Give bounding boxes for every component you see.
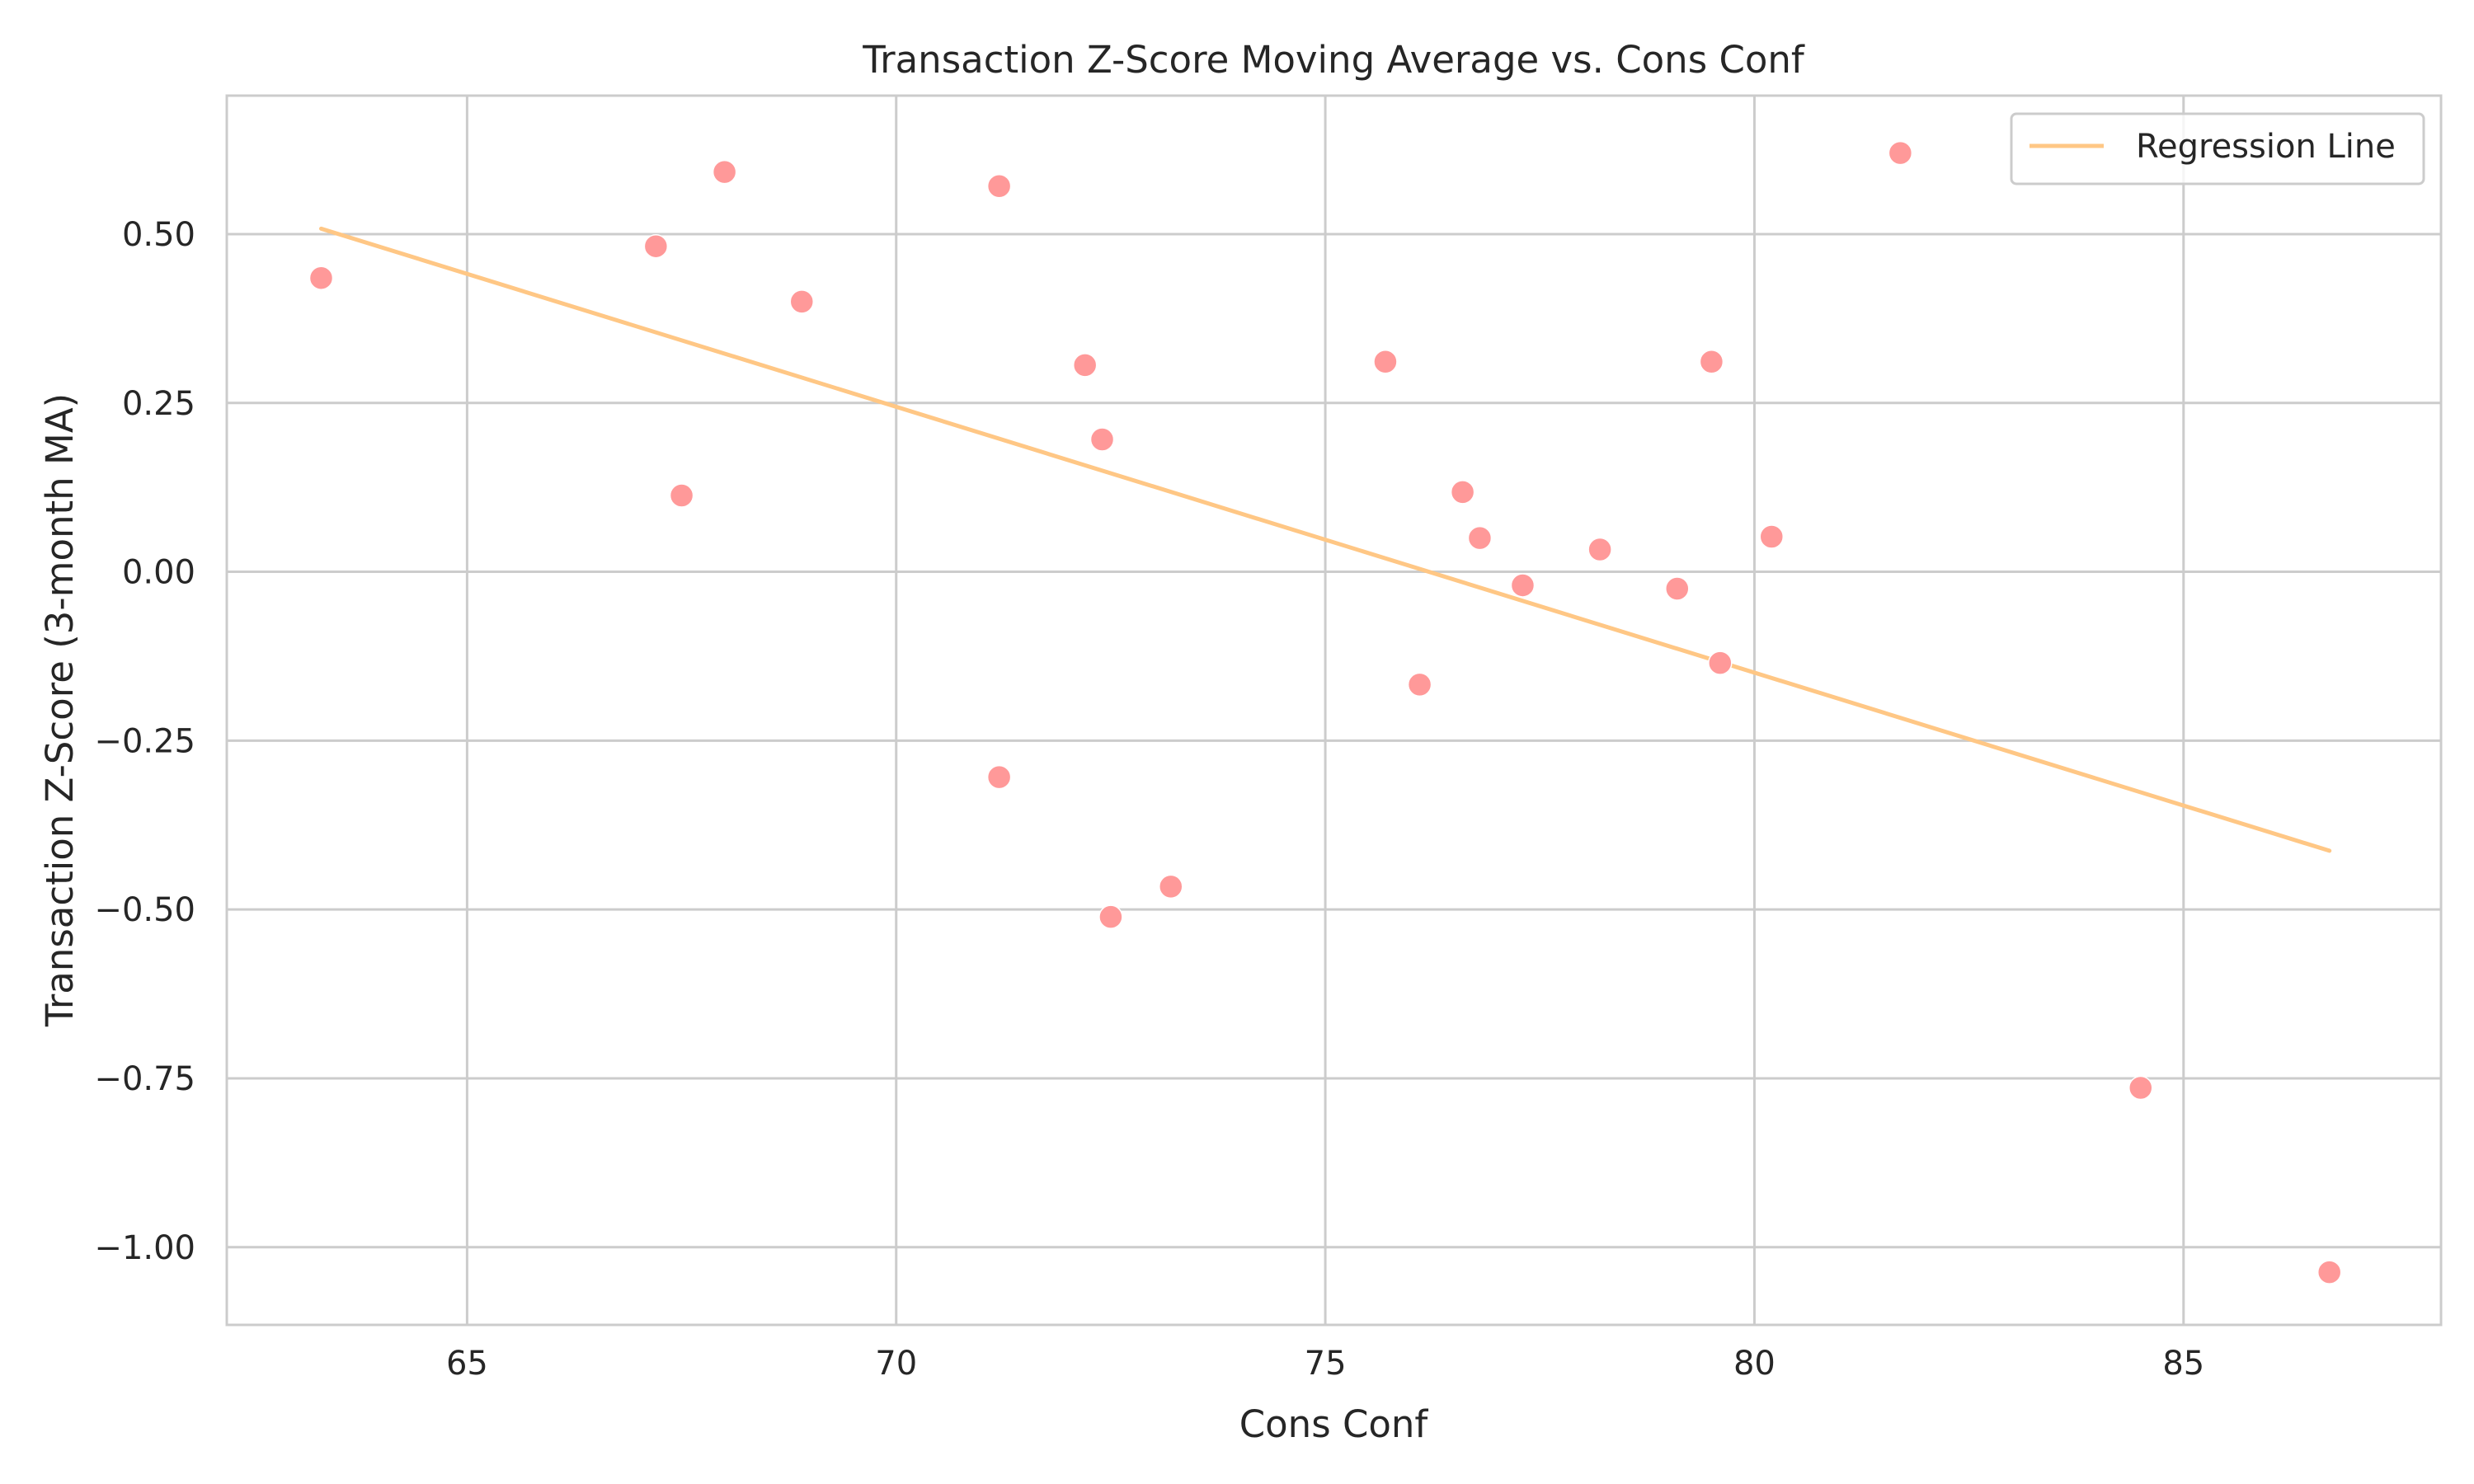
data-point bbox=[1587, 537, 1612, 562]
data-point bbox=[1467, 525, 1493, 551]
y-tick-label: −1.00 bbox=[94, 1229, 195, 1267]
data-point bbox=[986, 174, 1012, 199]
legend-label-regression: Regression Line bbox=[2136, 128, 2396, 166]
data-point bbox=[669, 483, 694, 508]
data-point bbox=[1159, 874, 1183, 899]
y-tick-label: 0.50 bbox=[122, 216, 195, 254]
data-point bbox=[1888, 140, 1913, 166]
data-point bbox=[1089, 427, 1115, 452]
x-tick-label: 70 bbox=[875, 1345, 917, 1383]
y-tick-label: 0.25 bbox=[122, 385, 195, 423]
data-point bbox=[712, 159, 737, 185]
regression-layer bbox=[318, 226, 2332, 853]
legend: Regression Line bbox=[2010, 112, 2425, 186]
data-point bbox=[1407, 672, 1432, 697]
data-point bbox=[1699, 350, 1724, 374]
data-point bbox=[1510, 573, 1536, 598]
data-point bbox=[643, 233, 669, 259]
data-point bbox=[1665, 576, 1690, 601]
data-point bbox=[308, 265, 334, 290]
chart-title: Transaction Z-Score Moving Average vs. C… bbox=[862, 38, 1805, 82]
tick-labels: 65 70 75 80 85 −1.00 −0.75 −0.50 −0.25 0.00 0.25 0.… bbox=[94, 216, 2204, 1383]
data-point bbox=[2128, 1075, 2153, 1101]
y-tick-label: 0.00 bbox=[122, 554, 195, 592]
plot-area bbox=[225, 94, 2443, 1327]
x-tick-label: 85 bbox=[2162, 1345, 2204, 1383]
data-point bbox=[2316, 1260, 2342, 1284]
regression-line bbox=[318, 226, 2332, 853]
data-point bbox=[1072, 353, 1098, 378]
grid-lines bbox=[227, 96, 2441, 1325]
x-tick-label: 80 bbox=[1733, 1345, 1776, 1383]
data-point bbox=[1759, 524, 1785, 549]
data-point bbox=[1708, 650, 1733, 675]
y-axis-label: Transaction Z-Score (3-month MA) bbox=[38, 393, 82, 1027]
data-points bbox=[308, 140, 2342, 1284]
data-point bbox=[1098, 904, 1123, 929]
legend-box bbox=[2010, 112, 2425, 186]
y-tick-label: −0.25 bbox=[94, 722, 195, 760]
y-tick-label: −0.75 bbox=[94, 1060, 195, 1098]
data-point bbox=[986, 764, 1012, 790]
x-tick-label: 65 bbox=[446, 1345, 488, 1383]
x-tick-label: 75 bbox=[1305, 1345, 1347, 1383]
data-point bbox=[1373, 350, 1398, 374]
x-axis-label: Cons Conf bbox=[1239, 1402, 1429, 1446]
y-tick-label: −0.50 bbox=[94, 891, 195, 929]
data-point bbox=[1450, 480, 1475, 505]
data-point bbox=[789, 289, 815, 314]
